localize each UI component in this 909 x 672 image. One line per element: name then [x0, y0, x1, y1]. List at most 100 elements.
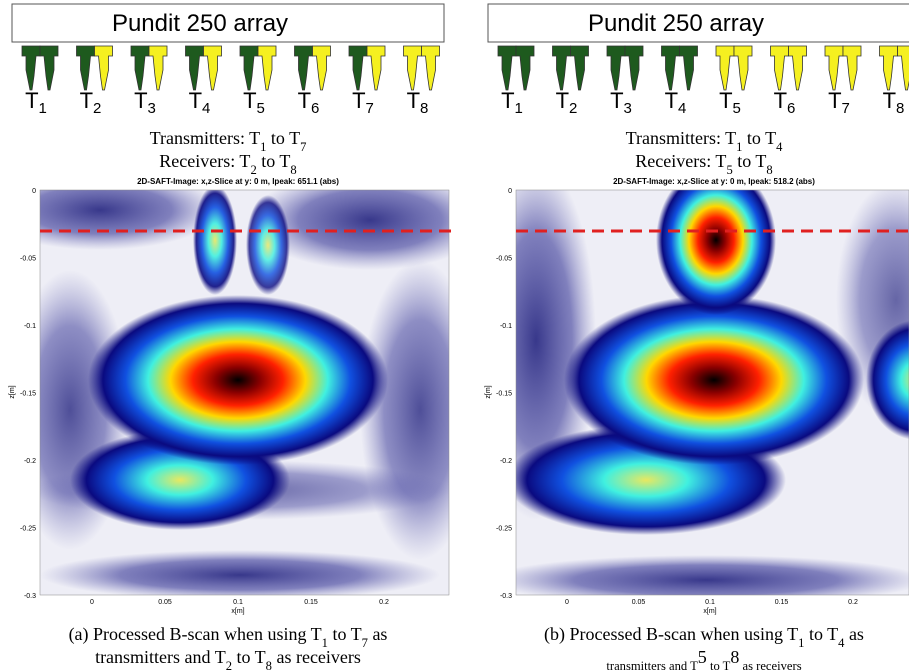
- transducer-left: [403, 45, 422, 91]
- text-segment: to T: [733, 151, 767, 171]
- transducer-label: T6: [774, 88, 796, 117]
- text-segment: (b) Processed B-scan when using T: [544, 624, 798, 645]
- transducer-right: [148, 45, 168, 91]
- y-tick-label: -0.05: [496, 256, 512, 263]
- text-segment: 4: [776, 140, 783, 154]
- label-sub: 4: [678, 100, 686, 117]
- label-letter: T: [883, 88, 896, 113]
- x-tick-label: 0.05: [632, 599, 646, 606]
- text-segment: as: [844, 624, 864, 644]
- text-segment: to T: [328, 624, 362, 644]
- label-letter: T: [407, 88, 420, 113]
- heatmap-blob: [866, 320, 909, 440]
- x-axis-label: x[m]: [231, 608, 244, 615]
- heatmap-blob: [516, 555, 909, 595]
- text-segment: 8: [266, 659, 272, 672]
- heatmap: [516, 190, 909, 595]
- label-letter: T: [352, 88, 365, 113]
- x-tick-label: 0.05: [158, 599, 172, 606]
- label-letter: T: [665, 88, 678, 113]
- label-sub: 1: [515, 100, 523, 117]
- text-segment: 7: [362, 636, 368, 650]
- text-segment: 8: [290, 163, 296, 177]
- transducer-label: T1: [501, 88, 523, 117]
- label-letter: T: [243, 88, 256, 113]
- transducer-left: [294, 45, 313, 91]
- transducer-right: [312, 45, 331, 91]
- x-tick-label: 0.2: [379, 599, 389, 606]
- x-tick-label: 0: [565, 599, 569, 606]
- transducer-right: [842, 45, 862, 91]
- transducer-left: [348, 45, 368, 91]
- transducer-left: [239, 45, 259, 91]
- transducer-label: T2: [556, 88, 578, 117]
- receivers-text: Receivers: T5 to T8: [635, 151, 772, 177]
- transducer-right: [570, 45, 589, 91]
- text-segment: 5: [698, 647, 707, 667]
- transducer-left: [185, 45, 204, 91]
- array-box: [11, 3, 445, 43]
- x-axis-label: x[m]: [703, 608, 716, 615]
- transducer-label: T5: [243, 88, 265, 117]
- transducer-right: [366, 45, 386, 91]
- label-letter: T: [774, 88, 787, 113]
- text-segment: to T: [266, 128, 300, 148]
- text-segment: 7: [300, 140, 306, 154]
- transducer-right: [897, 45, 909, 91]
- caption-line-2: transmitters and T5 to T8 as receivers: [606, 647, 801, 672]
- text-segment: as receivers: [272, 647, 361, 667]
- array-title: Pundit 250 array: [588, 10, 764, 37]
- text-segment: 5: [726, 163, 732, 177]
- caption-line-1: (b) Processed B-scan when using T1 to T4…: [544, 624, 864, 650]
- transducer-left: [497, 45, 517, 91]
- transducer-label: T8: [883, 88, 905, 117]
- heatmap-blob: [193, 190, 237, 295]
- label-sub: 3: [148, 100, 156, 117]
- y-tick-label: -0.15: [20, 391, 36, 398]
- x-tick-label: 0.1: [705, 599, 715, 606]
- text-segment: 8: [730, 647, 739, 667]
- x-tick-label: 0.2: [848, 599, 858, 606]
- transducer-left: [130, 45, 150, 91]
- text-segment: 4: [838, 636, 845, 650]
- transducer-left: [76, 45, 95, 91]
- text-segment: as receivers: [739, 659, 801, 672]
- text-segment: 1: [322, 636, 328, 650]
- text-segment: to T: [804, 624, 838, 644]
- transducer-label: T7: [828, 88, 850, 117]
- transducer-label: T3: [134, 88, 156, 117]
- y-tick-label: -0.1: [500, 323, 512, 330]
- text-segment: 1: [798, 636, 804, 650]
- text-segment: 1: [260, 140, 266, 154]
- label-letter: T: [25, 88, 38, 113]
- transducer-left: [552, 45, 571, 91]
- transducer-right: [257, 45, 277, 91]
- y-tick-label: -0.3: [500, 593, 512, 600]
- array-box: [487, 3, 909, 43]
- label-letter: T: [719, 88, 732, 113]
- heatmap-blob: [656, 190, 776, 315]
- transducer-left: [715, 45, 735, 91]
- heatmap-frame: [515, 189, 909, 596]
- heatmap-blob: [40, 550, 440, 595]
- transducer-right: [94, 45, 113, 91]
- transducer-right: [203, 45, 222, 91]
- label-sub: 6: [787, 100, 795, 117]
- label-sub: 7: [366, 100, 374, 117]
- text-segment: 1: [736, 140, 742, 154]
- transducer-left: [661, 45, 680, 91]
- label-sub: 8: [420, 100, 428, 117]
- y-tick-label: -0.3: [24, 593, 36, 600]
- transducer-label: T7: [352, 88, 374, 117]
- text-segment: to T: [707, 659, 731, 672]
- transducer-label: T5: [719, 88, 741, 117]
- text-segment: 2: [250, 163, 256, 177]
- label-letter: T: [501, 88, 514, 113]
- transducer-left: [606, 45, 626, 91]
- transducer-label: T2: [80, 88, 102, 117]
- label-letter: T: [80, 88, 93, 113]
- y-tick-label: -0.05: [20, 256, 36, 263]
- label-sub: 1: [39, 100, 47, 117]
- transducer-right: [515, 45, 535, 91]
- label-letter: T: [828, 88, 841, 113]
